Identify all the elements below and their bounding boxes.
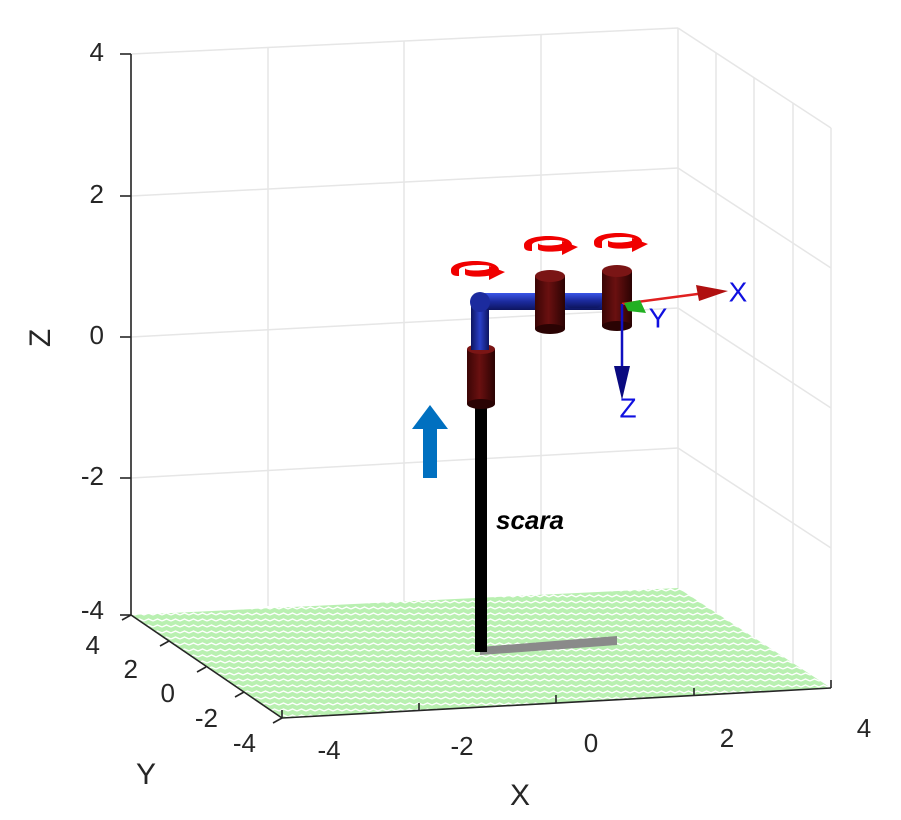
z-tick-label: 0 — [90, 320, 104, 350]
z-tick-label: 2 — [90, 179, 104, 209]
x-tick-label: 2 — [720, 723, 734, 753]
prismatic-joint — [467, 344, 495, 409]
x-tick-label: 0 — [584, 728, 598, 758]
y-tick-label: 4 — [86, 630, 100, 660]
y-tick-label: -4 — [233, 728, 256, 758]
z-tick-label: 4 — [90, 37, 104, 67]
y-tick-label: 0 — [161, 678, 175, 708]
x-tick-label: -2 — [450, 731, 473, 761]
z-tick-label: -2 — [81, 461, 104, 491]
rotation-arrow-icon — [524, 236, 578, 255]
revolute-joint-1 — [535, 270, 565, 334]
robot-base-plate — [480, 636, 617, 655]
z-axis-label: Z — [24, 329, 57, 347]
tick-marks — [120, 53, 832, 724]
robot-name-label: scara — [496, 505, 564, 535]
rotation-arrow-icon — [594, 233, 648, 252]
arrow-up-icon — [412, 405, 448, 478]
revolute-joint-2 — [602, 265, 632, 331]
tool-frame — [614, 285, 728, 400]
tool-frame-x-label: X — [729, 276, 748, 307]
y-axis-label: Y — [136, 758, 156, 791]
y-tick-label: -2 — [195, 703, 218, 733]
robot-base-column — [475, 400, 487, 652]
tool-frame-y-label: Y — [649, 302, 668, 333]
grid-lines — [130, 27, 832, 688]
x-tick-label: 4 — [857, 713, 871, 743]
x-tick-label: -4 — [317, 735, 340, 765]
robot-vertical-link — [471, 300, 489, 350]
z-tick-label: -4 — [81, 595, 104, 625]
robot-arm-link-front — [565, 293, 602, 308]
x-axis-label: X — [510, 779, 530, 812]
y-tick-label: 2 — [124, 654, 138, 684]
rotation-arrow-icon — [451, 261, 505, 280]
tool-frame-z-label: Z — [619, 392, 636, 423]
